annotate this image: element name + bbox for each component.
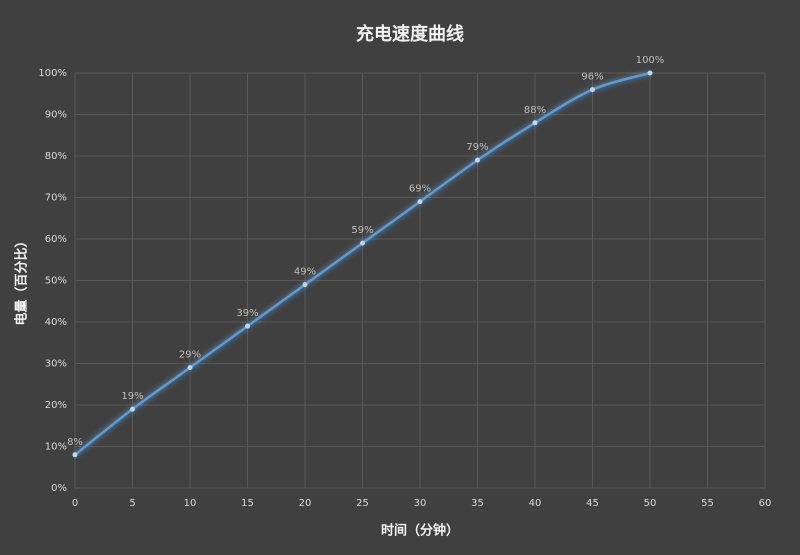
x-tick-label: 5 [129,498,135,509]
data-label: 59% [351,225,373,236]
x-tick-label: 60 [759,498,772,509]
data-point [532,120,538,126]
y-tick-label: 60% [45,234,67,245]
y-tick-label: 20% [45,400,67,411]
x-axis-label: 时间（分钟） [381,523,459,539]
y-tick-label: 40% [45,317,67,328]
y-tick-label: 50% [45,276,67,287]
y-tick-label: 90% [45,110,67,121]
y-tick-label: 10% [45,442,67,453]
data-point [187,365,193,371]
y-tick-label: 80% [45,151,67,162]
data-point [245,323,250,329]
x-tick-label: 40 [529,498,542,509]
data-label: 96% [581,72,603,83]
x-tick-label: 10 [184,498,197,509]
y-tick-label: 70% [45,193,67,204]
data-point [360,240,365,246]
data-label: 69% [409,184,431,195]
data-point [72,452,78,458]
data-label: 19% [121,391,143,402]
y-tick-label: 0% [51,483,67,494]
y-tick-label: 30% [45,359,67,370]
data-point [590,87,595,93]
x-tick-label: 20 [299,498,312,509]
x-tick-label: 25 [356,498,369,509]
data-label: 88% [524,105,546,116]
data-point [130,406,135,412]
x-tick-label: 35 [471,498,484,509]
data-label: 79% [466,142,488,153]
y-tick-label: 100% [38,68,67,79]
data-point [647,70,653,76]
x-tick-label: 0 [72,498,78,509]
data-point [475,157,480,163]
data-label: 29% [179,350,201,361]
x-tick-label: 15 [241,498,254,509]
data-label: 8% [67,437,83,448]
data-label: 39% [236,308,258,319]
data-label: 100% [636,55,665,66]
data-label: 49% [294,267,316,278]
x-tick-label: 55 [701,498,714,509]
x-tick-label: 30 [414,498,427,509]
data-point [417,199,423,205]
x-tick-label: 50 [644,498,657,509]
chart-title: 充电速度曲线 [356,23,464,45]
data-point [302,282,308,288]
y-axis-label: 电量（百分比） [14,234,30,325]
x-tick-label: 45 [586,498,599,509]
